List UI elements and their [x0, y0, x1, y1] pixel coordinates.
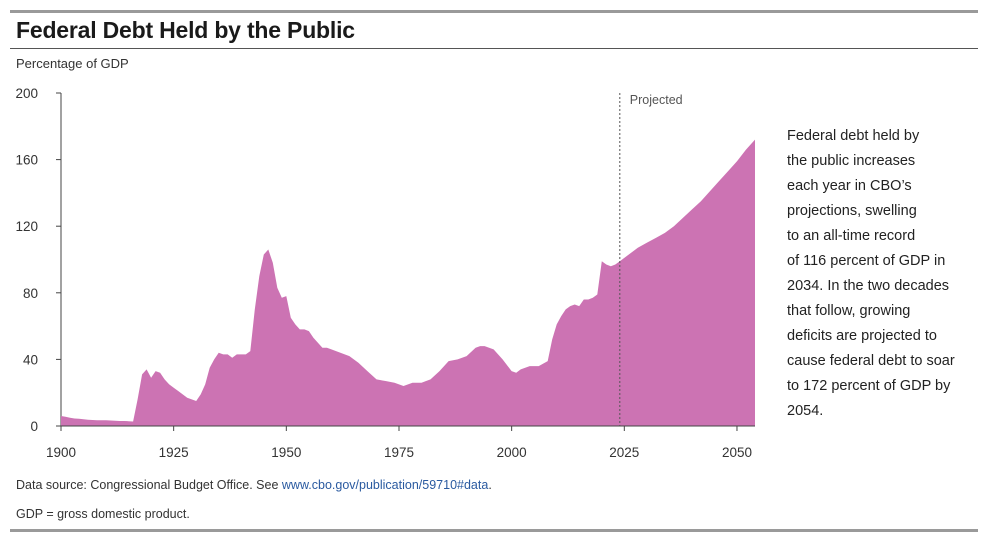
y-tick-label: 160 — [15, 153, 38, 168]
x-tick-label: 2050 — [722, 445, 752, 460]
caption-line: to 172 percent of GDP by — [787, 378, 951, 394]
caption-line: Federal debt held by — [787, 128, 920, 144]
data-source: Data source: Congressional Budget Office… — [16, 478, 492, 492]
chart-caption: Federal debt held by the public increase… — [787, 124, 987, 424]
y-tick-label: 200 — [15, 86, 38, 101]
x-tick-label: 2025 — [609, 445, 639, 460]
source-prefix: Data source: Congressional Budget Office… — [16, 478, 282, 492]
caption-line: 2054. — [787, 403, 824, 419]
x-tick-label: 1900 — [46, 445, 76, 460]
caption-line: each year in CBO’s — [787, 178, 912, 194]
y-axis-label: Percentage of GDP — [16, 56, 129, 71]
axes-layer: 0 40 80 120 160 200 — [15, 86, 62, 434]
debt-area — [61, 139, 755, 426]
x-tick-label: 2000 — [497, 445, 527, 460]
x-tick-label: 1975 — [384, 445, 414, 460]
bottom-rule — [10, 529, 978, 532]
caption-line: that follow, growing — [787, 303, 911, 319]
title-rule — [10, 48, 978, 49]
y-tick-label: 80 — [23, 286, 38, 301]
projection-label: Projected — [630, 93, 683, 107]
caption-line: of 116 percent of GDP in — [787, 253, 946, 269]
x-tick-label: 1925 — [159, 445, 189, 460]
y-tick-label: 40 — [23, 352, 38, 367]
caption-line: deficits are projected to — [787, 328, 937, 344]
footnote: GDP = gross domestic product. — [16, 507, 190, 521]
source-suffix: . — [488, 478, 492, 492]
caption-line: to an all-time record — [787, 228, 916, 244]
caption-line: cause federal debt to soar — [787, 353, 955, 369]
page-title: Federal Debt Held by the Public — [16, 17, 355, 43]
top-rule — [10, 10, 978, 13]
area-layer — [61, 139, 755, 426]
caption-line: 2034. In the two decades — [787, 278, 950, 294]
overlay-layer: 1900 1925 1950 1975 2000 2025 2050 Projected — [46, 93, 755, 460]
y-tick-label: 120 — [15, 219, 38, 234]
caption-line: projections, swelling — [787, 203, 917, 219]
y-tick-label: 0 — [30, 419, 38, 434]
source-link[interactable]: www.cbo.gov/publication/59710#data — [281, 478, 489, 492]
caption-line: the public increases — [787, 153, 916, 169]
x-tick-label: 1950 — [271, 445, 301, 460]
